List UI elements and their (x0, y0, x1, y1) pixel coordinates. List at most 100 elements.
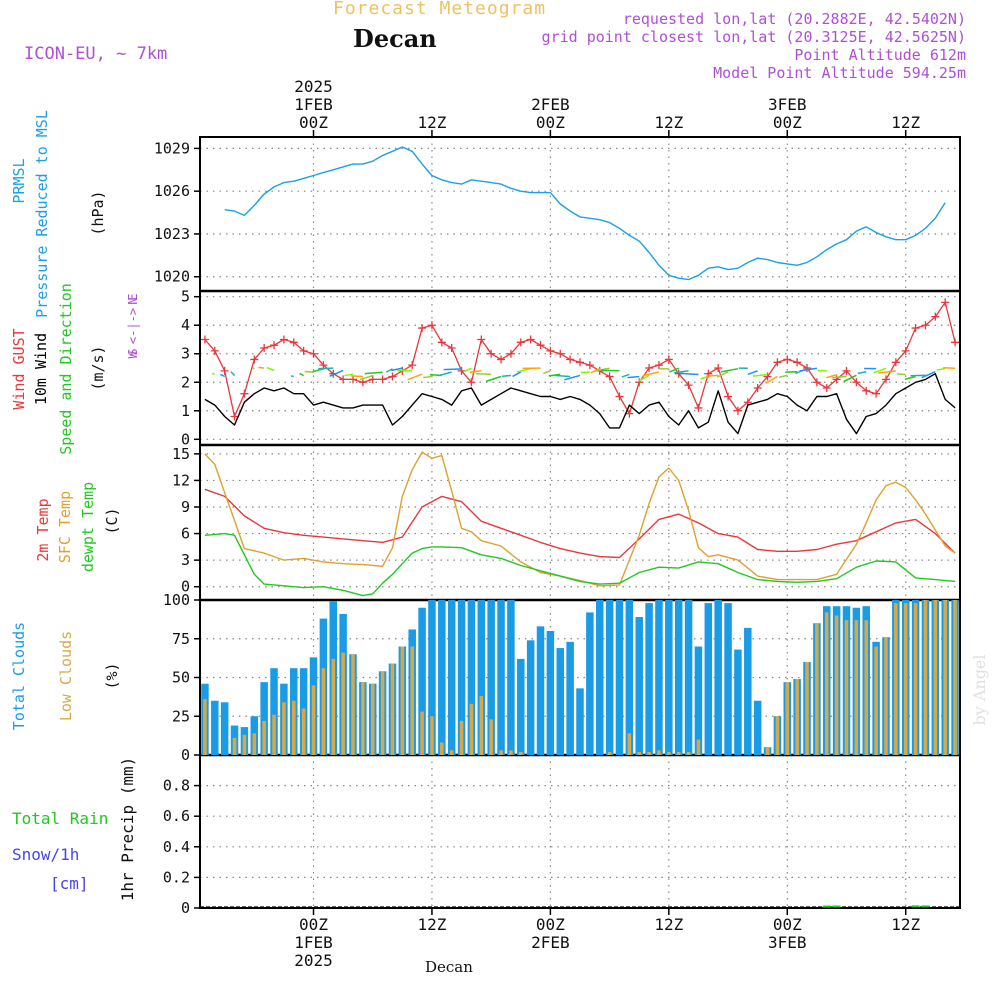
wind-direction-arrow (904, 375, 916, 380)
bar-low-clouds (864, 620, 869, 755)
wind-direction-arrow (299, 372, 304, 377)
bar-low-clouds (854, 620, 859, 755)
bar-total-clouds (734, 649, 742, 755)
y-tick-label: 0.8 (163, 777, 190, 795)
label-sfc-temp: SFC Temp (56, 491, 74, 563)
bar-low-clouds (903, 603, 908, 755)
wind-direction-arrow (516, 368, 531, 373)
wind-direction-arrow (344, 373, 354, 377)
gust-point (733, 406, 742, 415)
bar-total-clouds (467, 600, 476, 755)
time-label-bottom: 00Z (299, 915, 328, 934)
label-wind-speed-dir: Speed and Direction (57, 283, 75, 455)
y-tick-label: 0 (181, 899, 190, 917)
time-label-top: 2025 (294, 77, 333, 96)
wind-direction-arrow (485, 375, 502, 383)
time-label-top: 12Z (417, 113, 446, 132)
wind-direction-arrow (407, 373, 423, 381)
bar-total-clouds (507, 600, 515, 755)
bar-low-clouds (459, 720, 464, 755)
bar-low-clouds (913, 603, 918, 755)
wind-direction-arrow (642, 371, 660, 377)
label-pressure-unit: (hPa) (89, 190, 107, 235)
wind-direction-arrow (873, 367, 887, 374)
bar-low-clouds (647, 751, 651, 755)
credit-label: by Angel (970, 654, 989, 725)
gust-point (842, 366, 851, 375)
bar-total-clouds (211, 700, 219, 755)
gust-point (625, 409, 634, 418)
y-tick-label: 6 (181, 525, 190, 543)
requested-coords: requested lon,lat (20.2882E, 42.5402N) (622, 10, 966, 28)
bar-low-clouds (785, 682, 790, 755)
bar-total-clouds (526, 640, 535, 755)
bar-total-clouds (220, 702, 229, 755)
gust-point (368, 375, 377, 384)
gust-point (951, 338, 960, 347)
point-altitude: Point Altitude 612m (794, 46, 966, 64)
time-label-bottom: 12Z (891, 915, 920, 934)
bar-low-clouds (894, 603, 898, 755)
bar-low-clouds (519, 751, 523, 755)
y-tick-label: 0 (181, 746, 190, 764)
wind-direction-arrow (304, 370, 314, 374)
gust-point (427, 321, 436, 330)
time-label-top: 3FEB (768, 95, 807, 114)
wind-direction-arrow (266, 366, 275, 372)
wind-direction-arrow (936, 367, 946, 371)
wind-direction-arrow (219, 373, 225, 378)
bar-low-clouds (420, 711, 424, 755)
bar-low-clouds (509, 750, 513, 755)
bar-total-clouds (724, 603, 732, 755)
wind-direction-arrow (857, 370, 867, 375)
bar-low-clouds (657, 750, 661, 755)
bar-total-clouds (428, 600, 436, 755)
wind-direction-arrow (716, 371, 729, 378)
bar-total-clouds (260, 682, 268, 755)
y-tick-label: 1 (181, 402, 190, 420)
gust-point (822, 383, 831, 392)
bar-low-clouds (331, 658, 336, 755)
bar-total-clouds (645, 603, 653, 755)
gust-point (516, 338, 525, 347)
bar-low-clouds (775, 716, 780, 755)
bar-low-clouds (351, 654, 355, 755)
bar-total-clouds (556, 648, 565, 755)
label-dewpt-temp: dewpt Temp (79, 482, 97, 572)
wind-direction-arrow (943, 367, 956, 370)
gust-point (220, 366, 229, 375)
bar-low-clouds (440, 742, 444, 755)
time-label-top: 00Z (773, 113, 802, 132)
wind-direction-arrow (878, 370, 896, 374)
bar-total-clouds (674, 600, 683, 755)
y-tick-label: 1020 (154, 268, 190, 286)
y-tick-label: 1023 (154, 225, 190, 243)
gust-point (506, 349, 515, 358)
gust-point (279, 335, 288, 344)
gust-point (536, 341, 545, 350)
time-label-top: 00Z (299, 113, 328, 132)
wind-direction-arrow (329, 369, 344, 378)
model-altitude: Model Point Altitude 594.25m (713, 64, 966, 82)
gust-point (694, 403, 703, 412)
bar-total-clouds (714, 600, 722, 755)
time-label-bottom: 3FEB (768, 933, 807, 952)
bar-low-clouds (479, 696, 484, 755)
bar-rain (832, 905, 841, 908)
bar-low-clouds (499, 750, 503, 755)
bar-total-clouds (694, 646, 703, 755)
bar-total-clouds (487, 600, 495, 755)
gust-point (200, 335, 209, 344)
time-label-bottom: 12Z (654, 915, 683, 934)
gust-point (240, 389, 249, 398)
y-tick-label: 9 (181, 498, 190, 516)
label-total-rain: Total Rain (12, 809, 108, 828)
wind-direction-arrow (831, 375, 847, 379)
wind-direction-arrow (211, 372, 215, 375)
gust-point (763, 372, 772, 381)
wind-direction-arrow (543, 369, 551, 375)
wind-direction-arrow (621, 373, 630, 378)
bar-rain (921, 905, 930, 908)
wind-direction-arrow (469, 369, 482, 374)
wind-direction-arrow (258, 366, 265, 369)
